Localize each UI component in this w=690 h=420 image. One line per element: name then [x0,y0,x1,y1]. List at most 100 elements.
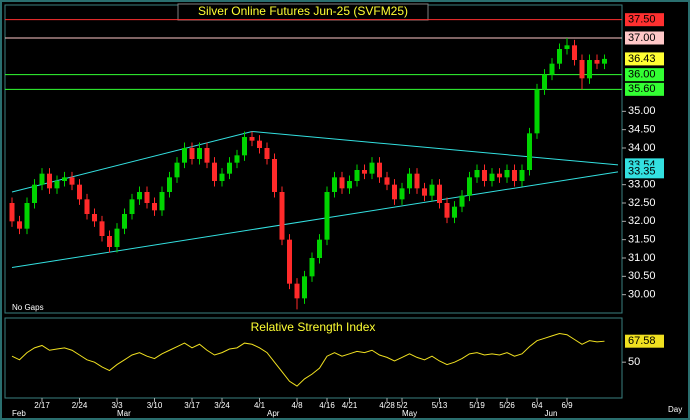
candle-body [512,170,517,181]
candle-body [362,170,367,174]
candle-body [324,192,330,240]
candle-body [287,239,292,284]
x-tick-label: 4/16 [319,401,335,410]
candle-body [572,45,577,60]
level-label: 37.50 [628,14,656,26]
candle-body [504,170,510,178]
rsi-title: Relative Strength Index [251,320,376,334]
candle-body [242,137,247,156]
x-tick-label: 6/9 [561,401,573,410]
candle-body [482,170,487,181]
candle-body [594,60,600,64]
candle-body [467,177,472,196]
month-label: Mar [117,409,131,418]
candle-body [47,173,52,189]
month-label: Feb [12,409,26,418]
rsi-line [11,333,605,387]
candle-body [407,173,412,189]
candle-body [429,184,435,196]
candle-body [17,221,22,229]
candle-body [549,63,555,75]
candle-body [167,177,172,192]
y-tick-label: 30.50 [628,270,656,282]
level-label-box [625,68,664,82]
candle-body [54,181,60,189]
trendline-label-box [625,165,664,179]
x-tick-label: 2/17 [34,401,50,410]
y-tick-label: 33.00 [628,179,656,191]
candle-body [489,173,495,181]
rsi-last-box [625,334,664,348]
candle-body [534,89,540,134]
level-label-box [625,31,664,45]
candle-body [234,155,240,163]
candle-body [347,181,352,189]
candle-body [122,214,127,229]
candle-body [189,148,195,159]
level-label: 35.60 [628,83,656,95]
candle-body [302,276,307,299]
y-tick-label: 32.00 [628,215,656,227]
candle-body [107,236,112,247]
candle-body [204,148,210,163]
chart-title: Silver Online Futures Jun-25 (SVFM25) [198,4,408,18]
x-tick-label: 3/24 [214,401,230,410]
last-price-box [625,52,664,66]
y-tick-label: 30.00 [628,289,656,301]
level-label: 37.00 [628,32,656,44]
candle-body [182,148,187,163]
candle-body [587,60,592,79]
candle-body [257,140,262,148]
candle-body [9,203,15,222]
candle-body [77,184,82,200]
candle-body [369,162,375,174]
y-tick-label: 31.50 [628,234,656,246]
month-label: May [402,409,417,418]
candle-body [129,199,135,214]
x-axis-label: Day [668,405,682,414]
candle-body [437,184,442,203]
x-tick-label: 5/2 [396,401,408,410]
candle-body [294,283,300,299]
x-tick-label: 4/21 [342,401,358,410]
candle-body [384,177,390,185]
candle-body [399,188,405,200]
month-label: Jun [545,409,558,418]
month-label: Apr [267,409,280,418]
y-tick-label: 35.00 [628,105,656,117]
candle-body [422,188,427,196]
candle-body [272,159,277,192]
level-label-box [625,13,664,27]
candle-body [332,177,337,192]
x-tick-label: 3/17 [184,401,200,410]
candle-body [32,184,37,203]
x-tick-label: 5/26 [499,401,515,410]
y-tick-label: 34.50 [628,124,656,136]
candle-body [219,173,225,181]
candle-body [174,162,180,178]
candle-body [264,148,270,159]
candle-body [414,173,420,189]
candle-body [557,49,562,64]
x-tick-label: 5/13 [432,401,448,410]
candle-body [227,162,232,174]
candle-body [497,173,502,178]
candle-body [309,258,315,277]
x-tick-label: 5/19 [469,401,485,410]
candle-body [249,137,255,141]
candle-body [279,192,285,240]
x-tick-label: 3/10 [147,401,163,410]
x-tick-label: 4/28 [379,401,395,410]
candle-body [212,162,217,181]
candle-body [84,199,90,214]
candle-body [197,148,202,159]
y-tick-label: 50 [628,356,640,368]
candle-body [452,206,457,218]
level-label-box [625,82,664,96]
candle-body [527,133,532,170]
candle-body [339,177,345,189]
candle-body [39,173,45,185]
candle-body [392,184,397,200]
